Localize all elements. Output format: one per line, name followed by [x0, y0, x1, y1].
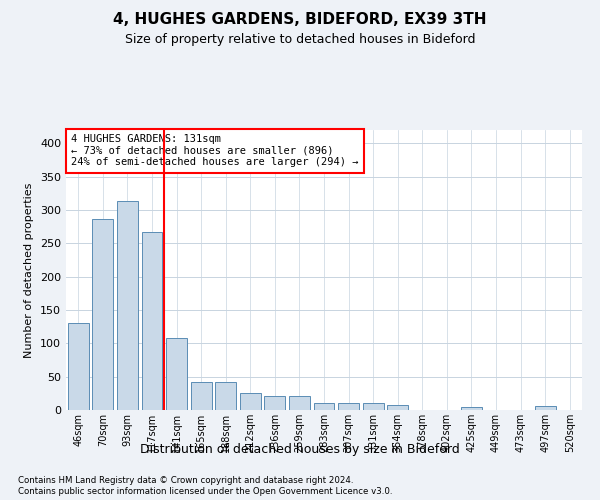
Text: 4, HUGHES GARDENS, BIDEFORD, EX39 3TH: 4, HUGHES GARDENS, BIDEFORD, EX39 3TH: [113, 12, 487, 28]
Bar: [338, 404, 359, 410]
Bar: [117, 202, 138, 410]
Text: Size of property relative to detached houses in Bideford: Size of property relative to detached ho…: [125, 32, 475, 46]
Text: Contains public sector information licensed under the Open Government Licence v3: Contains public sector information licen…: [18, 488, 392, 496]
Bar: [362, 404, 383, 410]
Bar: [215, 382, 236, 410]
Text: Distribution of detached houses by size in Bideford: Distribution of detached houses by size …: [140, 442, 460, 456]
Y-axis label: Number of detached properties: Number of detached properties: [25, 182, 34, 358]
Bar: [387, 404, 408, 410]
Bar: [92, 218, 113, 410]
Text: 4 HUGHES GARDENS: 131sqm
← 73% of detached houses are smaller (896)
24% of semi-: 4 HUGHES GARDENS: 131sqm ← 73% of detach…: [71, 134, 359, 168]
Bar: [265, 396, 286, 410]
Bar: [314, 402, 334, 410]
Text: Contains HM Land Registry data © Crown copyright and database right 2024.: Contains HM Land Registry data © Crown c…: [18, 476, 353, 485]
Bar: [240, 392, 261, 410]
Bar: [535, 406, 556, 410]
Bar: [461, 406, 482, 410]
Bar: [68, 324, 89, 410]
Bar: [142, 232, 163, 410]
Bar: [191, 382, 212, 410]
Bar: [289, 396, 310, 410]
Bar: [166, 338, 187, 410]
